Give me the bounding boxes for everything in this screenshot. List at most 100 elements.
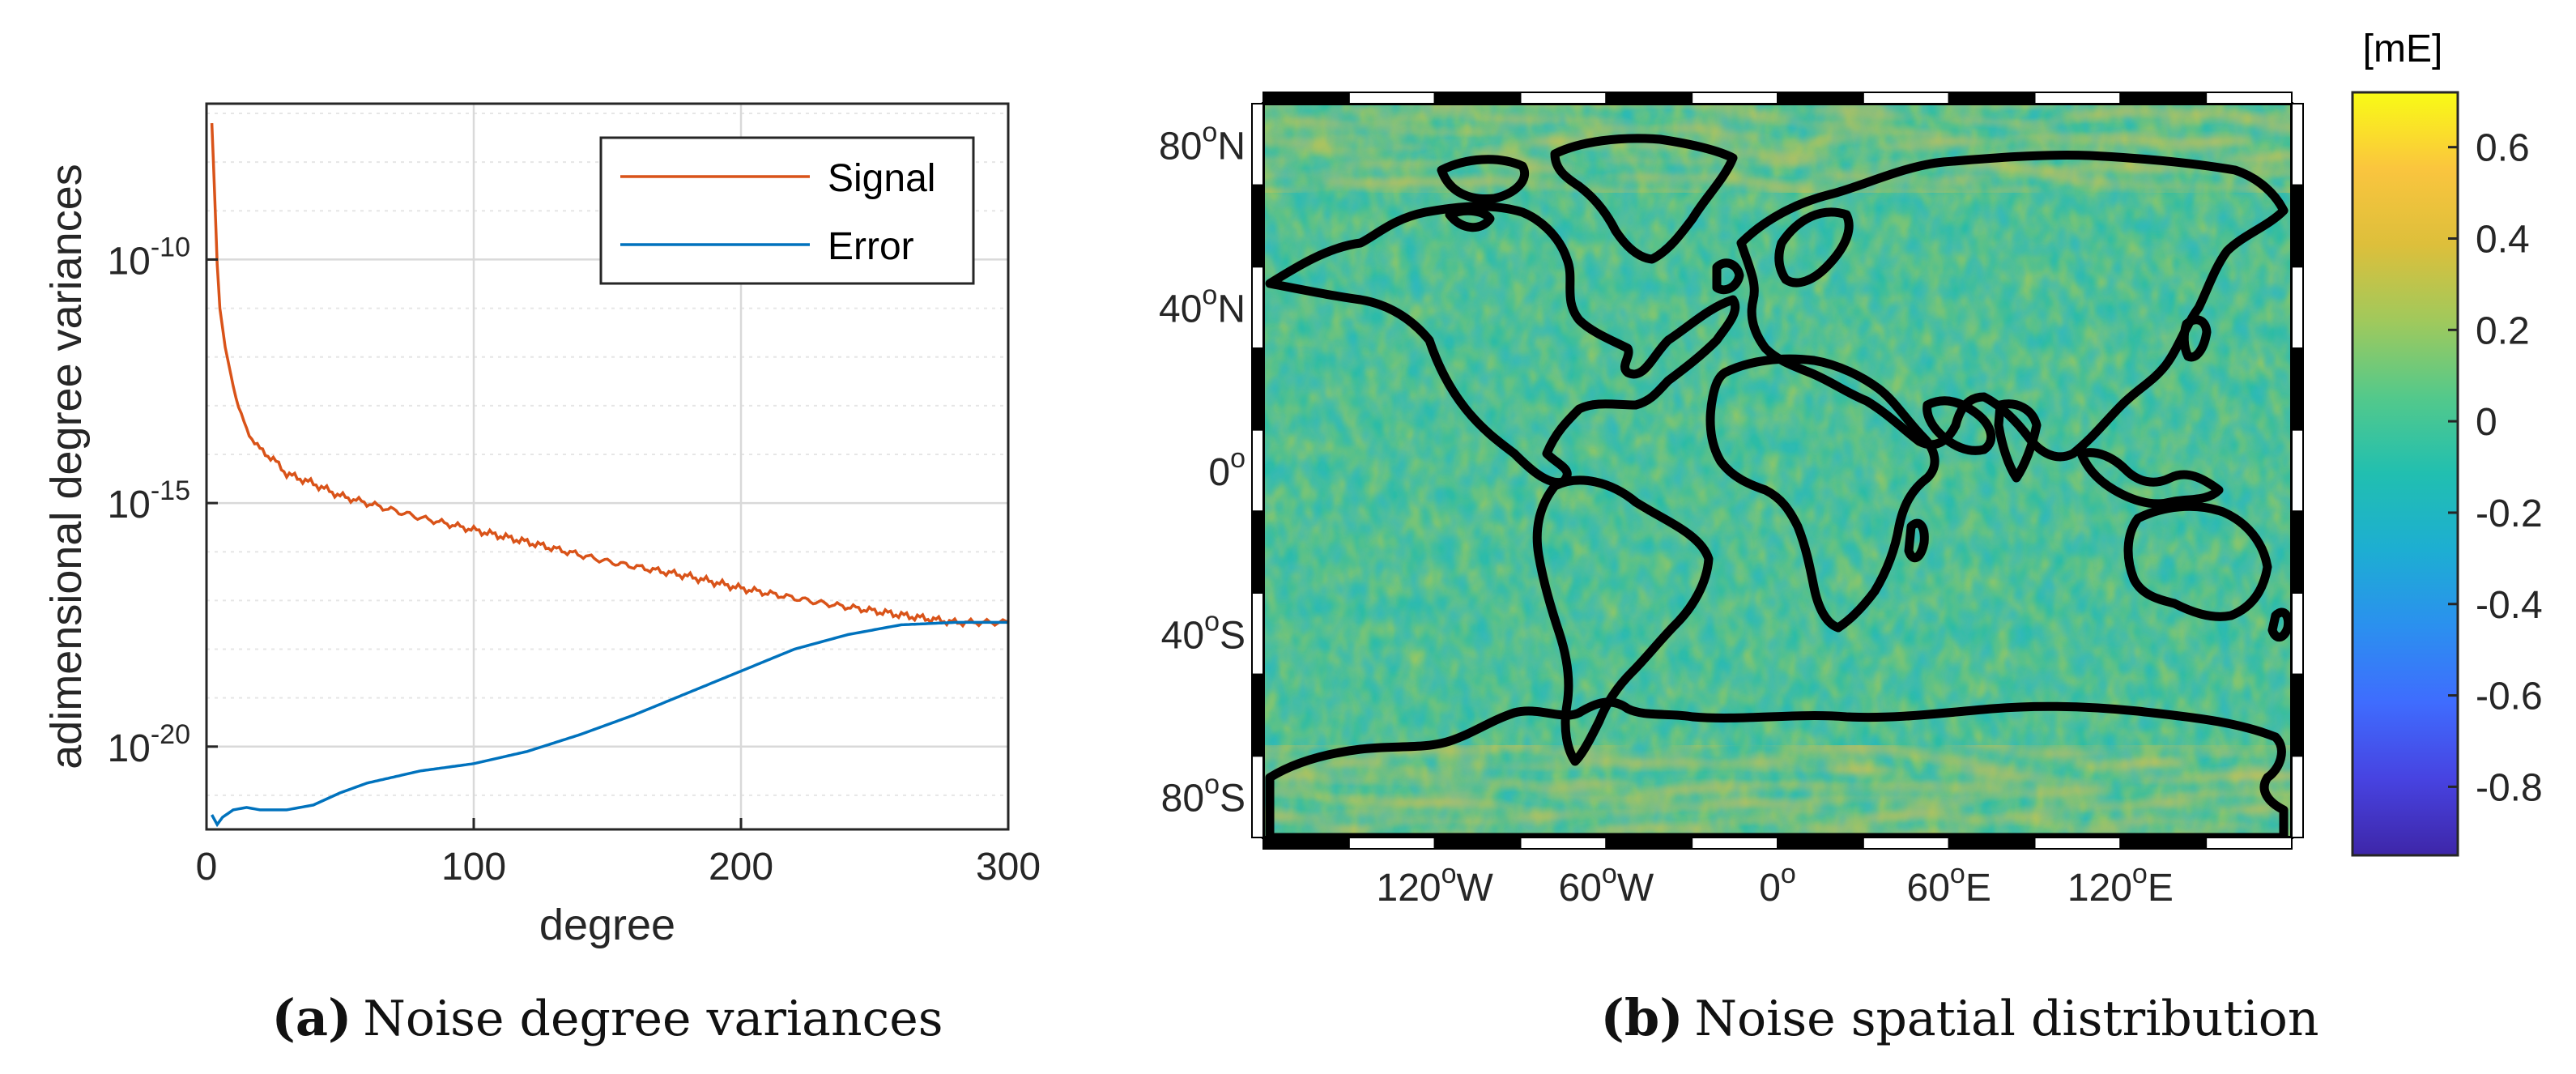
colorbar [2351, 91, 2459, 857]
latitude-label: 80oS [1161, 769, 1245, 820]
border-segment-bottom [1862, 837, 1950, 850]
border-segment-right [2291, 510, 2304, 594]
border-segment-bottom [1691, 837, 1779, 850]
border-segment-left [1251, 266, 1264, 350]
caption-a-label: a [296, 988, 328, 1047]
colorbar-ticks: 0.6 0.4 0.2 0 -0.2 -0.4 -0.6 -0.8 [2448, 127, 2543, 809]
x-tick-label: 100 [441, 846, 506, 889]
coastline-north-america [1265, 202, 1740, 488]
coastline-africa [1705, 354, 1939, 633]
coastline-india [1994, 399, 2042, 483]
plot-a-x-ticks: 0 100 200 300 [196, 818, 1041, 889]
plot-a-ylabel: adimensional degree variances [42, 164, 91, 769]
colorbar-tick-label: 0.4 [2476, 219, 2530, 262]
coastline-madagascar [1904, 518, 1929, 563]
coastline-antarctica [1265, 697, 2289, 837]
coastlines [1265, 134, 2292, 837]
panel-a-degree-variances: 0 100 200 300 10-10 10-15 10-20 degree adimen… [42, 102, 1041, 1047]
border-segment-bottom [2033, 837, 2122, 850]
border-segment-top [2033, 92, 2122, 104]
coastline-arabia [1922, 396, 1996, 455]
colorbar-tick-label: 0.2 [2476, 309, 2530, 352]
border-segment-bottom [2119, 837, 2208, 850]
colorbar-tick-label: -0.6 [2476, 676, 2543, 718]
plot-a-frame [205, 102, 1010, 831]
caption-b: (b) Noise spatial distribution [1600, 988, 2318, 1047]
x-tick-label: 0 [196, 846, 218, 889]
border-segment-right [2291, 103, 2304, 186]
error-series-line [211, 620, 1008, 828]
caption-b-text: Noise spatial distribution [1695, 991, 2319, 1047]
coastline-greenland [1550, 134, 1738, 264]
colorbar-tick-label: 0 [2476, 401, 2497, 444]
border-segment-right [2291, 592, 2304, 676]
map-longitude-labels: 120oW 60oW 0o 60oE 120oE [1377, 859, 2174, 910]
border-segment-bottom [1348, 837, 1436, 850]
border-segment-bottom [1777, 837, 1864, 850]
map-field [1263, 104, 2292, 837]
longitude-label: 60oW [1559, 859, 1654, 910]
colorbar-tick-label: -0.4 [2476, 584, 2543, 627]
border-segment-right [2291, 428, 2304, 513]
plot-a-xlabel: degree [539, 901, 675, 949]
colorbar-title: [mE] [2363, 28, 2443, 70]
caption-a: (a) Noise degree variances [271, 988, 943, 1047]
border-segment-bottom [2205, 837, 2293, 850]
signal-series-line [210, 123, 1008, 629]
coastline-australia [2123, 501, 2272, 621]
border-segment-top [1348, 92, 1436, 104]
colorbar-tick-label: -0.8 [2476, 766, 2543, 809]
border-segment-left [1251, 184, 1264, 268]
border-segment-bottom [1948, 837, 2036, 850]
border-segment-left [1251, 510, 1264, 594]
y-tick-label: 10-10 [107, 232, 190, 283]
border-segment-right [2291, 184, 2304, 268]
legend-box [599, 136, 975, 285]
border-segment-bottom [1262, 837, 1350, 850]
colorbar-tick-label: 0.6 [2476, 127, 2530, 170]
coastline-south-america [1532, 475, 1714, 766]
border-segment-top [1433, 92, 1522, 104]
border-segment-bottom [1605, 837, 1693, 850]
border-segment-top [1519, 92, 1607, 104]
coastline-uk [1712, 258, 1744, 295]
border-segment-bottom [1433, 837, 1522, 850]
border-segment-left [1251, 347, 1264, 431]
longitude-label: 60oE [1907, 859, 1991, 910]
map-checker-border [1251, 92, 2304, 850]
coastline-japan [2179, 315, 2212, 362]
border-segment-right [2291, 347, 2304, 431]
border-segment-left [1251, 428, 1264, 513]
longitude-label: 120oE [2067, 859, 2174, 910]
border-segment-left [1251, 673, 1264, 757]
border-segment-top [1948, 92, 2036, 104]
x-tick-label: 300 [976, 846, 1041, 889]
border-segment-top [2119, 92, 2208, 104]
border-segment-right [2291, 266, 2304, 350]
border-segment-top [1862, 92, 1950, 104]
legend-error-label: Error [828, 225, 914, 268]
border-segment-bottom [1519, 837, 1607, 850]
latitude-label: 40oN [1159, 280, 1245, 331]
border-segment-left [1251, 592, 1264, 676]
border-segment-left [1251, 103, 1264, 186]
legend-signal-label: Signal [828, 157, 935, 200]
plot-a-legend: Signal Error [599, 136, 975, 285]
border-segment-top [1691, 92, 1779, 104]
border-segment-top [1262, 92, 1350, 104]
y-tick-label: 10-15 [107, 475, 190, 526]
map-latitude-labels: 80oN 40oN 0o 40oS 80oS [1159, 117, 1245, 820]
border-segment-top [1777, 92, 1864, 104]
coastline-europe-asia [1736, 151, 2289, 462]
border-segment-left [1251, 755, 1264, 838]
coastline-arctic-islands [1437, 155, 1529, 232]
y-tick-label: 10-20 [107, 719, 190, 770]
longitude-label: 120oW [1377, 859, 1494, 910]
caption-b-label: b [1624, 988, 1659, 1047]
longitude-label: 0o [1759, 859, 1796, 910]
coastline-southeast-asia [2076, 448, 2224, 509]
border-segment-right [2291, 755, 2304, 838]
map-polar-band-south [1263, 745, 2292, 837]
